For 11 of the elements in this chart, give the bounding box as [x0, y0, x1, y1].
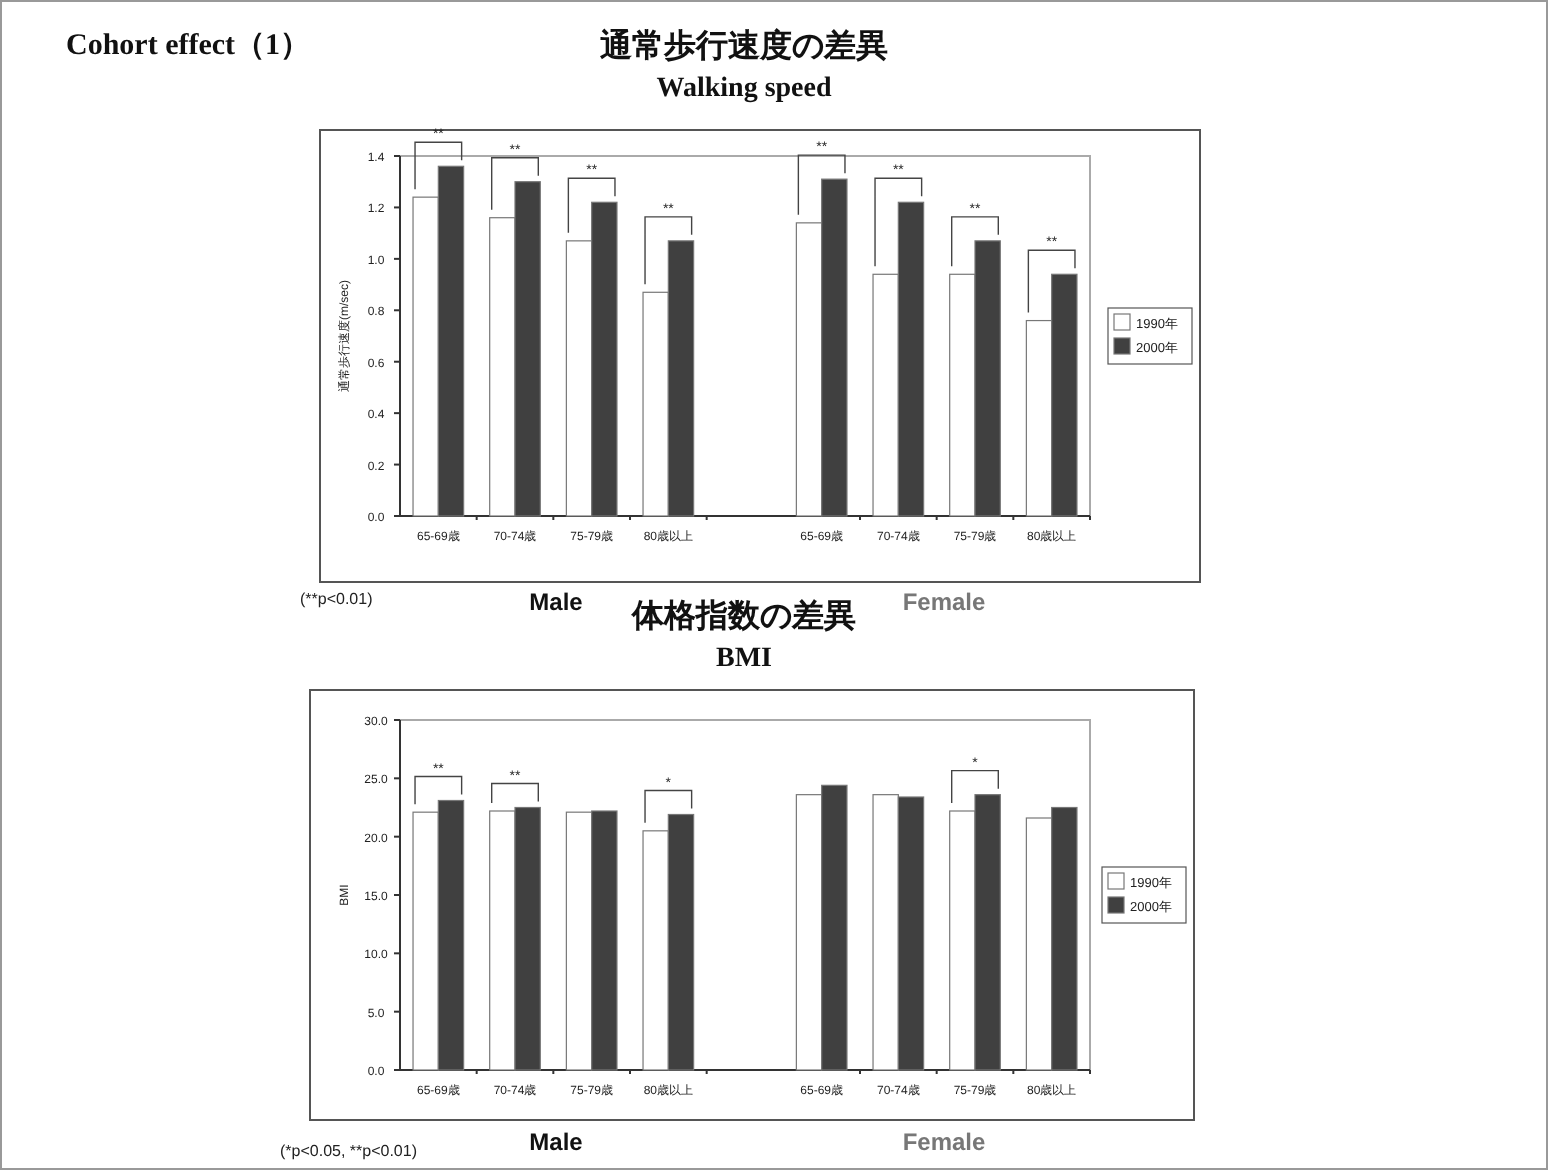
text: Male: [529, 1128, 584, 1156]
chart-subtitle: BMI: [716, 644, 772, 674]
text: Female: [902, 588, 986, 616]
text: (**p<0.01): [300, 590, 374, 608]
chart-title: 体格指数の差異: [630, 598, 856, 634]
text: Female: [902, 1128, 986, 1156]
text: Cohort effect（1）: [66, 30, 311, 62]
text: Male: [529, 588, 584, 616]
chart-title: 通常歩行速度の差異: [598, 26, 888, 64]
text: (*p<0.05, **p<0.01): [280, 1142, 418, 1160]
chart-subtitle: Walking speed: [656, 74, 832, 104]
